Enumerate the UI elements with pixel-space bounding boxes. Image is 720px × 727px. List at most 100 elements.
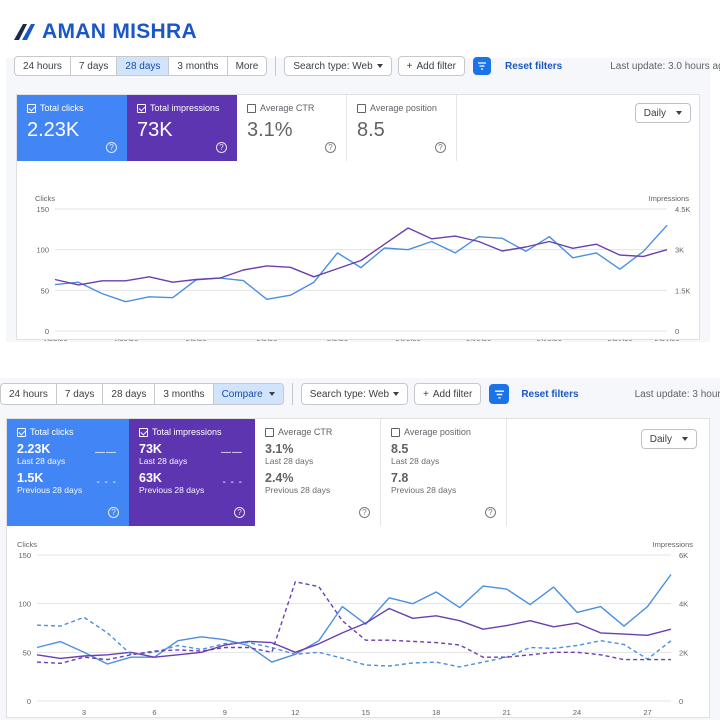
metric-value: 3.1% bbox=[247, 119, 293, 141]
y-tick-label-right: 6K bbox=[679, 551, 688, 560]
metric-current-period: Last 28 days bbox=[139, 456, 188, 466]
bottom-toolbar: 24 hours 7 days 28 days 3 months Compare… bbox=[0, 383, 720, 405]
help-icon[interactable]: ? bbox=[435, 142, 446, 153]
metric-previous-period: Previous 28 days bbox=[391, 485, 457, 495]
metric-average-position[interactable]: Average position 8.5 ? bbox=[347, 95, 457, 161]
search-type-label: Search type: Web bbox=[309, 388, 390, 400]
compare-label: Compare bbox=[221, 388, 263, 400]
y-axis-title-left: Clicks bbox=[17, 540, 37, 549]
dashed-line-legend-icon: - - - bbox=[222, 477, 243, 488]
compare-button[interactable]: Compare bbox=[213, 384, 283, 404]
x-tick-label: 6 bbox=[152, 708, 156, 717]
metric-average-ctr[interactable]: Average CTR 3.1% Last 28 days 2.4% Previ… bbox=[255, 419, 381, 526]
y-tick-label-right: 2K bbox=[679, 648, 688, 657]
metric-average-position[interactable]: Average position 8.5 Last 28 days 7.8 Pr… bbox=[381, 419, 507, 526]
last-update-text: Last update: 3 hours ago bbox=[634, 388, 720, 400]
y-tick-label-right: 3K bbox=[675, 246, 684, 255]
period-dropdown[interactable]: Daily bbox=[640, 429, 697, 449]
metric-label: Average position bbox=[370, 103, 437, 113]
metric-total-impressions[interactable]: Total impressions 73K Last 28 days 63K P… bbox=[129, 419, 255, 526]
x-tick-label: 15 bbox=[362, 708, 370, 717]
search-type-button[interactable]: Search type: Web bbox=[300, 383, 409, 405]
metric-label: Total clicks bbox=[40, 103, 84, 113]
metric-label: Average position bbox=[404, 427, 471, 437]
brand-name: AMAN MISHRA bbox=[42, 20, 197, 43]
range-28-days[interactable]: 28 days bbox=[103, 384, 156, 404]
help-icon[interactable]: ? bbox=[359, 507, 370, 518]
range-24-hours[interactable]: 24 hours bbox=[1, 384, 57, 404]
x-tick-label: 5/6/26 bbox=[256, 338, 277, 341]
x-tick-label: 5/15/26 bbox=[466, 338, 491, 341]
toolbar-divider bbox=[275, 56, 277, 76]
x-tick-label: 4/30/26 bbox=[113, 338, 138, 341]
metric-label: Total clicks bbox=[30, 427, 74, 437]
reset-filters-link[interactable]: Reset filters bbox=[521, 388, 579, 400]
range-24-hours[interactable]: 24 hours bbox=[15, 57, 71, 75]
x-tick-label: 5/9/26 bbox=[327, 338, 348, 341]
y-tick-label-left: 50 bbox=[23, 648, 31, 657]
x-tick-label: 5/24/26 bbox=[654, 338, 679, 341]
metric-value: 73K bbox=[137, 119, 173, 141]
range-7-days[interactable]: 7 days bbox=[57, 384, 104, 404]
metric-label: Total impressions bbox=[150, 103, 220, 113]
reset-filters-link[interactable]: Reset filters bbox=[504, 60, 563, 72]
y-axis-title-right: Impressions bbox=[653, 540, 694, 549]
x-tick-label: 4/27/26 bbox=[42, 338, 67, 341]
top-toolbar: 24 hours 7 days 28 days 3 months More Se… bbox=[14, 56, 720, 76]
metric-label: Average CTR bbox=[260, 103, 315, 113]
top-performance-card: Total clicks 2.23K ? Total impressions 7… bbox=[16, 94, 700, 341]
metric-current-period: Last 28 days bbox=[391, 456, 440, 466]
checkbox-icon bbox=[357, 103, 366, 113]
metric-current-period: Last 28 days bbox=[17, 456, 66, 466]
range-3-months[interactable]: 3 months bbox=[169, 57, 228, 75]
x-tick-label: 5/21/26 bbox=[607, 338, 632, 341]
chevron-down-icon bbox=[268, 392, 275, 396]
metric-average-ctr[interactable]: Average CTR 3.1% ? bbox=[237, 95, 347, 161]
series-line-clicks-previous-28-days bbox=[36, 616, 672, 668]
filter-settings-icon[interactable] bbox=[472, 57, 491, 75]
help-icon[interactable]: ? bbox=[216, 142, 227, 153]
help-icon[interactable]: ? bbox=[234, 507, 245, 518]
metric-previous-value: 63K bbox=[139, 471, 162, 485]
metric-value: 2.23K bbox=[27, 119, 80, 141]
y-tick-label-right: 0 bbox=[675, 327, 679, 336]
range-28-days[interactable]: 28 days bbox=[117, 57, 170, 75]
y-axis-title-left: Clicks bbox=[35, 194, 55, 203]
top-range-selector: 24 hours 7 days 28 days 3 months More bbox=[14, 56, 268, 76]
metric-total-clicks[interactable]: Total clicks 2.23K Last 28 days 1.5K Pre… bbox=[7, 419, 129, 526]
checkbox-icon bbox=[17, 427, 26, 437]
bottom-performance-card: Total clicks 2.23K Last 28 days 1.5K Pre… bbox=[6, 418, 710, 718]
metric-total-clicks[interactable]: Total clicks 2.23K ? bbox=[17, 95, 127, 161]
range-3-months[interactable]: 3 months bbox=[155, 384, 214, 404]
top-dashboard-panel: 24 hours 7 days 28 days 3 months More Se… bbox=[6, 56, 720, 342]
metric-current-period: Last 28 days bbox=[265, 456, 314, 466]
help-icon[interactable]: ? bbox=[325, 142, 336, 153]
metric-current-value: 2.23K bbox=[17, 442, 51, 456]
help-icon[interactable]: ? bbox=[108, 507, 119, 518]
y-axis-title-right: Impressions bbox=[649, 194, 690, 203]
filter-settings-icon[interactable] bbox=[489, 384, 510, 404]
y-tick-label-left: 0 bbox=[27, 697, 31, 706]
metric-current-value: 8.5 bbox=[391, 442, 409, 456]
x-tick-label: 3 bbox=[82, 708, 86, 717]
y-tick-label-left: 150 bbox=[36, 205, 49, 214]
add-filter-button[interactable]: + Add filter bbox=[414, 383, 482, 405]
period-dropdown[interactable]: Daily bbox=[634, 103, 691, 123]
y-tick-label-left: 150 bbox=[18, 551, 31, 560]
range-more[interactable]: More bbox=[235, 60, 259, 72]
search-type-button[interactable]: Search type: Web bbox=[284, 56, 392, 76]
checkbox-icon bbox=[391, 427, 400, 437]
x-tick-label: 5/12/26 bbox=[396, 338, 421, 341]
metric-total-impressions[interactable]: Total impressions 73K ? bbox=[127, 95, 237, 161]
period-label: Daily bbox=[649, 433, 672, 445]
metric-previous-period: Previous 28 days bbox=[265, 485, 331, 495]
range-7-days[interactable]: 7 days bbox=[71, 57, 118, 75]
plus-icon: + bbox=[406, 60, 413, 72]
help-icon[interactable]: ? bbox=[106, 142, 117, 153]
metric-previous-value: 1.5K bbox=[17, 471, 44, 485]
x-tick-label: 5/3/26 bbox=[186, 338, 207, 341]
metric-previous-period: Previous 28 days bbox=[17, 485, 83, 495]
add-filter-button[interactable]: + Add filter bbox=[397, 56, 465, 76]
help-icon[interactable]: ? bbox=[485, 507, 496, 518]
y-tick-label-left: 100 bbox=[36, 246, 49, 255]
